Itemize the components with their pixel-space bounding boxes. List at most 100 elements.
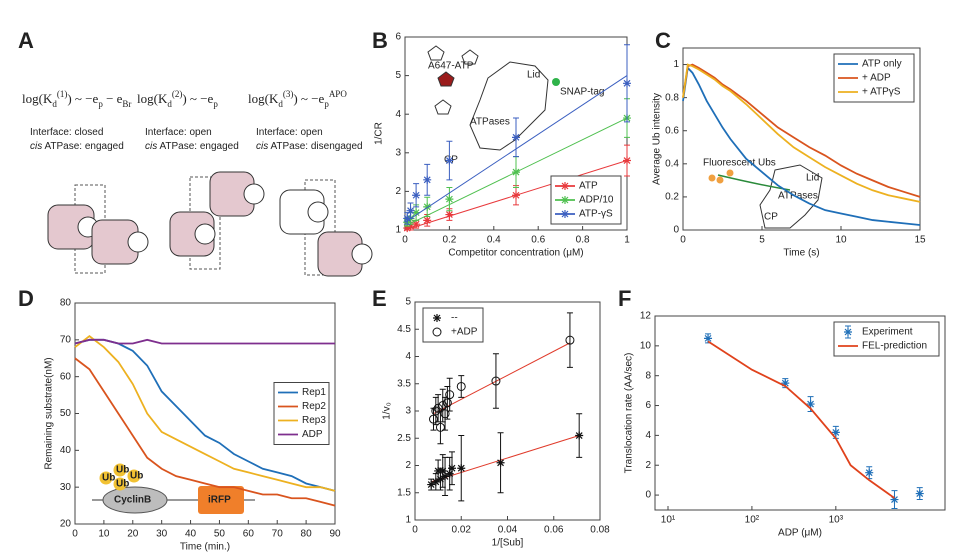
fit-line <box>431 435 580 483</box>
y-tick-label: 80 <box>60 298 72 309</box>
marker-asterisk <box>457 464 466 473</box>
marker-asterisk <box>436 475 445 484</box>
annotation: Ub <box>130 471 143 482</box>
caption: cis ATPase: disengaged <box>256 141 363 152</box>
legend-key <box>432 327 442 337</box>
formula-part: (1) <box>57 89 68 99</box>
data-point <box>423 163 432 196</box>
data-point <box>865 466 874 480</box>
x-tick-label: 10¹ <box>661 515 676 526</box>
formula-part: APO <box>329 89 348 99</box>
marker-asterisk <box>445 195 454 204</box>
pocket <box>351 243 373 265</box>
data-point <box>438 388 448 423</box>
x-tick-label: 70 <box>272 529 284 540</box>
x-tick-label: 10³ <box>829 515 844 526</box>
atp-shape <box>461 49 479 65</box>
marker-asterisk <box>890 495 899 504</box>
caption: Interface: open <box>256 127 323 138</box>
x-tick-label: 0.04 <box>498 525 518 536</box>
y-tick-label: 5 <box>405 297 411 308</box>
marker-asterisk <box>704 334 713 343</box>
data-point <box>445 140 454 181</box>
marker-asterisk <box>423 175 432 184</box>
x-tick-label: 10² <box>745 515 760 526</box>
legend-label: Rep2 <box>302 401 326 412</box>
ub <box>113 463 127 477</box>
formula-part: p <box>324 99 329 109</box>
data-point <box>412 183 421 208</box>
series-line <box>707 340 895 499</box>
series-line <box>682 63 921 203</box>
marker-asterisk <box>427 480 436 489</box>
atp-shape <box>427 45 445 61</box>
formula-part: log(K <box>248 91 279 106</box>
y-tick-label: 1.5 <box>397 487 411 498</box>
data-point <box>435 410 445 445</box>
marker-asterisk <box>512 168 520 177</box>
legend-label: ATP <box>579 181 598 192</box>
data-point <box>441 456 450 496</box>
y-tick-label: 2 <box>645 460 651 471</box>
x-tick-label: 0.8 <box>576 235 590 246</box>
y-tick-label: 12 <box>640 311 652 322</box>
x-tick-label: 0 <box>72 529 78 540</box>
marker-asterisk <box>403 214 412 223</box>
caption: Interface: closed <box>30 127 103 138</box>
y-tick-label: 4 <box>645 430 651 441</box>
legend-key <box>555 210 575 218</box>
formula-part: d <box>167 99 172 109</box>
data-point <box>491 353 501 409</box>
annotation: ATPases <box>470 117 510 128</box>
x-tick-label: 30 <box>156 529 168 540</box>
legend-label: ADP <box>302 429 323 440</box>
formula-part: − e <box>103 91 123 106</box>
data-point <box>406 202 415 219</box>
x-tick-label: 20 <box>127 529 139 540</box>
formula-part: d <box>52 99 57 109</box>
formula: log(Kd(3)) ~ −epAPO <box>248 89 347 109</box>
caption-part: cis <box>30 141 42 152</box>
legend-label: + ADP <box>862 73 891 84</box>
marker-asterisk <box>561 182 569 190</box>
annotation: ATPases <box>778 191 818 202</box>
data-point <box>575 413 584 458</box>
x-tick-label: 0.2 <box>442 235 456 246</box>
x-tick-label: 5 <box>759 235 765 246</box>
marker-asterisk <box>438 466 447 475</box>
marker-asterisk <box>561 210 569 218</box>
marker-asterisk <box>915 489 924 498</box>
marker-asterisk <box>806 400 815 409</box>
data-point <box>412 204 421 221</box>
formula-part: (2) <box>172 89 183 99</box>
marker-asterisk <box>433 314 441 322</box>
y-axis-label: Remaining substrate(nM) <box>44 357 55 469</box>
marker-asterisk <box>412 220 421 229</box>
y-tick-label: 1 <box>395 225 401 236</box>
proteasome-outline <box>469 61 549 151</box>
y-tick-label: 0.6 <box>665 125 679 136</box>
series-line <box>74 357 336 507</box>
marker-asterisk <box>781 379 790 388</box>
pocket <box>307 201 329 223</box>
y-tick-label: 1 <box>405 515 411 526</box>
formula-part: log(K <box>22 91 53 106</box>
x-tick-label: 15 <box>914 235 926 246</box>
x-tick-label: 90 <box>329 529 341 540</box>
x-tick-label: 60 <box>243 529 255 540</box>
marker-asterisk <box>423 202 432 211</box>
x-axis-label: ADP (μM) <box>778 528 822 539</box>
formula-part: ) ~ −e <box>293 91 324 106</box>
series-line <box>74 335 336 492</box>
caption: Interface: open <box>145 127 212 138</box>
x-tick-label: 0 <box>412 525 418 536</box>
y-tick-label: 60 <box>60 371 72 382</box>
ub <box>99 471 113 485</box>
formula: log(Kd(2)) ~ −ep <box>137 89 218 109</box>
proteasome-outline <box>759 164 823 229</box>
data-point <box>456 375 466 398</box>
marker-asterisk <box>445 469 454 478</box>
marker-asterisk <box>496 458 505 467</box>
data-point <box>704 333 713 344</box>
marker-circle <box>456 381 466 391</box>
